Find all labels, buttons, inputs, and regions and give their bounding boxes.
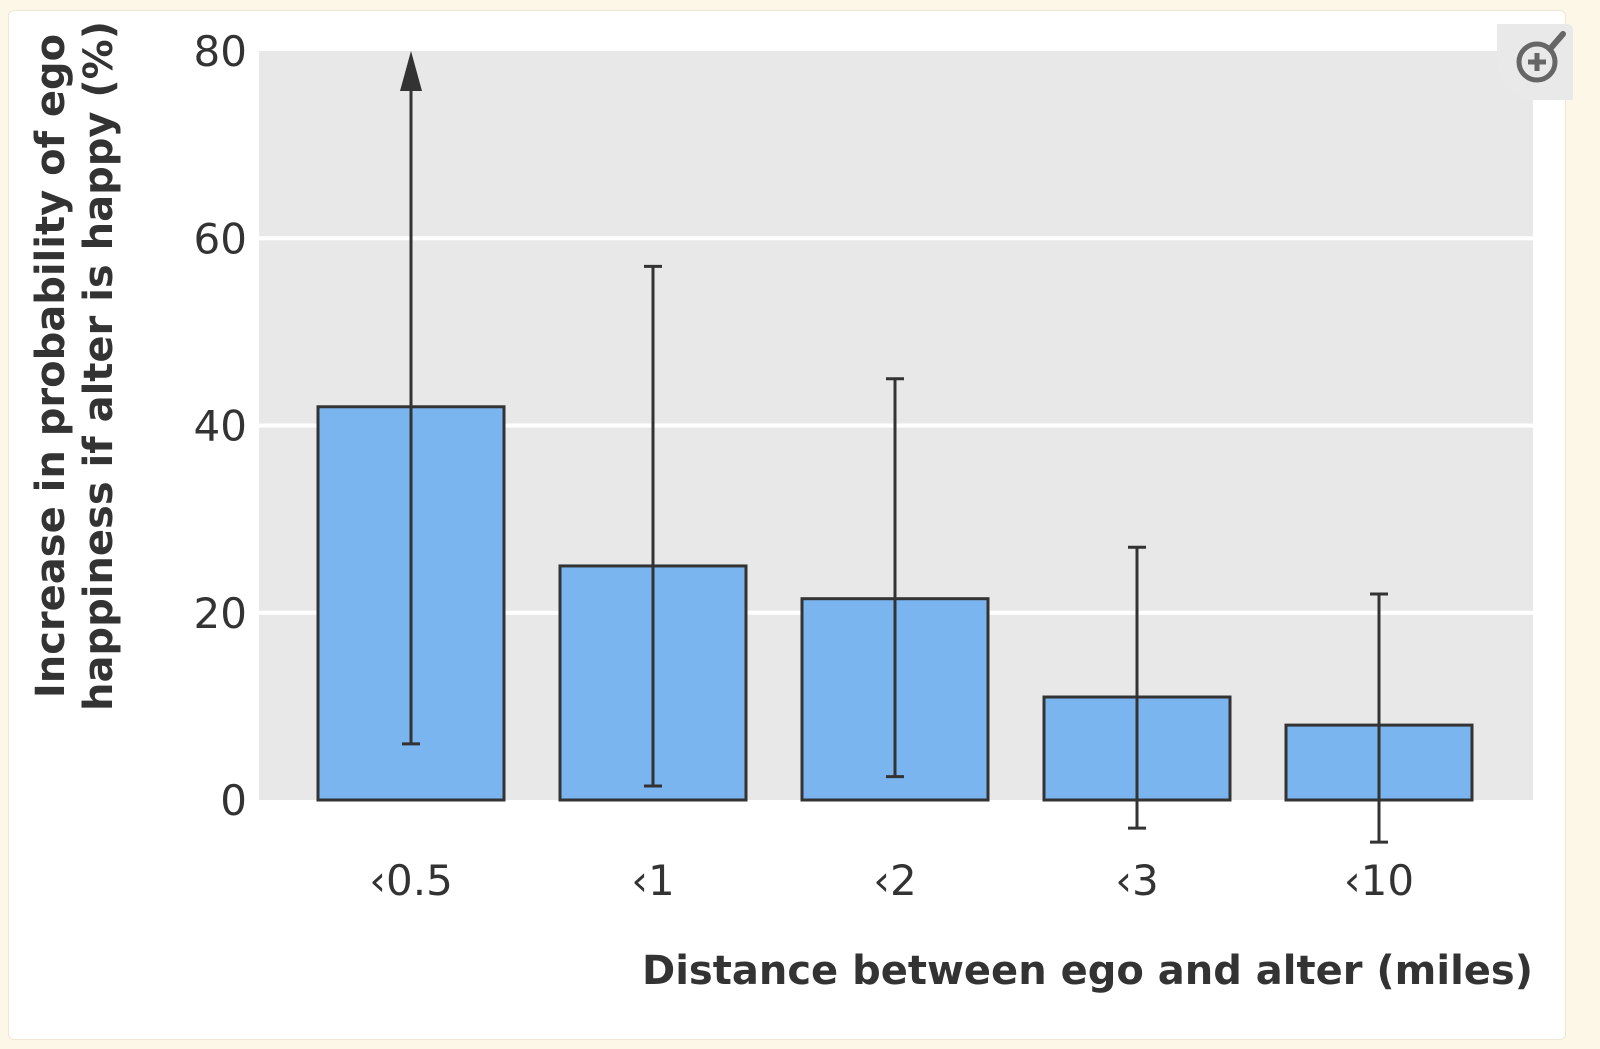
x-tick-label: ‹2 <box>873 856 917 905</box>
y-tick-label: 60 <box>194 214 247 263</box>
bar-chart: 0 20 40 60 80 ‹0.5 ‹1 ‹2 ‹3 ‹10 Distance between e… <box>28 21 1533 994</box>
x-tick-label: ‹3 <box>1115 856 1159 905</box>
y-tick-label: 20 <box>194 589 247 638</box>
figure-frame: 0 20 40 60 80 ‹0.5 ‹1 ‹2 ‹3 ‹10 Distance between e… <box>8 10 1573 1040</box>
y-tick-label: 40 <box>194 402 247 451</box>
x-tick-label: ‹1 <box>631 856 675 905</box>
x-axis-title: Distance between ego and alter (miles) <box>642 948 1533 994</box>
x-tick-label: ‹0.5 <box>369 856 453 905</box>
y-tick-label: 0 <box>220 776 247 825</box>
y-axis-title-line1: Increase in probability of ego <box>28 34 74 698</box>
error-arrow <box>400 51 422 91</box>
x-tick-label: ‹10 <box>1344 856 1414 905</box>
y-tick-label: 80 <box>194 27 247 76</box>
zoom-button[interactable] <box>1497 24 1573 100</box>
y-axis-title-line2: happiness if alter is happy (%) <box>76 21 122 711</box>
zoom-in-icon <box>1516 31 1566 83</box>
